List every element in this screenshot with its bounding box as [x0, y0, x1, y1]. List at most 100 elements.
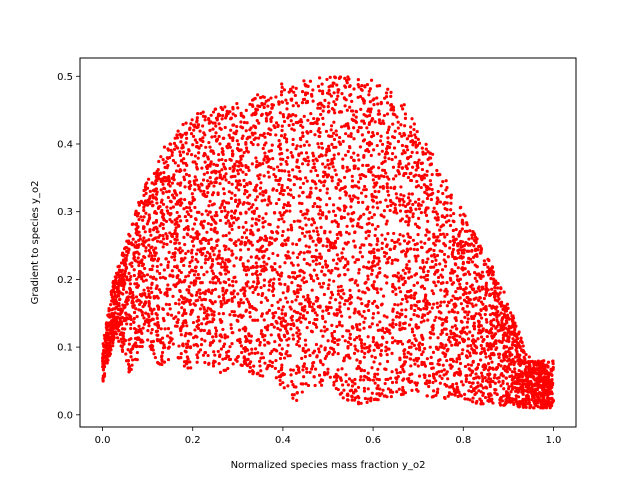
- data-point: [431, 210, 435, 214]
- data-point: [361, 139, 366, 143]
- data-point: [314, 262, 318, 266]
- data-point: [147, 292, 151, 296]
- data-point: [233, 114, 238, 118]
- data-point: [434, 393, 438, 397]
- data-point: [501, 366, 506, 371]
- data-point: [169, 148, 173, 153]
- data-point: [229, 128, 233, 132]
- data-point: [427, 379, 432, 383]
- data-point: [134, 341, 138, 345]
- data-point: [398, 209, 403, 213]
- data-point: [195, 335, 199, 339]
- data-point: [194, 269, 198, 273]
- data-point: [513, 367, 517, 371]
- data-point: [442, 373, 446, 377]
- data-point: [297, 153, 301, 157]
- data-point: [519, 336, 523, 340]
- data-point: [419, 320, 423, 324]
- data-point: [398, 233, 402, 237]
- data-point: [190, 192, 194, 196]
- data-point: [382, 314, 386, 318]
- data-point: [208, 343, 212, 347]
- data-point: [147, 304, 151, 308]
- data-point: [474, 290, 479, 294]
- data-point: [389, 90, 393, 94]
- data-point: [406, 232, 410, 236]
- data-point: [252, 280, 256, 284]
- data-point: [344, 298, 348, 303]
- data-point: [242, 200, 246, 205]
- data-point: [195, 276, 199, 280]
- data-point: [270, 364, 274, 368]
- data-point: [502, 346, 506, 350]
- data-point: [395, 371, 399, 375]
- data-point: [409, 352, 413, 356]
- data-point: [525, 394, 530, 398]
- data-point: [449, 357, 453, 362]
- data-point: [395, 311, 399, 315]
- data-point: [387, 193, 391, 197]
- data-point: [152, 257, 157, 261]
- data-point: [249, 205, 254, 209]
- data-point: [355, 358, 359, 362]
- data-point: [199, 265, 204, 269]
- data-point: [318, 101, 322, 105]
- data-point: [458, 229, 462, 234]
- data-point: [218, 281, 222, 285]
- data-point: [317, 127, 321, 131]
- data-point: [394, 380, 399, 384]
- data-point: [241, 301, 246, 305]
- data-point: [127, 278, 131, 282]
- data-point: [431, 350, 436, 355]
- data-point: [289, 327, 293, 331]
- data-point: [183, 256, 187, 260]
- data-point: [515, 382, 519, 386]
- data-point: [188, 302, 192, 306]
- data-point: [274, 358, 278, 363]
- data-point: [447, 219, 451, 223]
- data-point: [350, 99, 354, 103]
- data-point: [263, 151, 267, 155]
- data-point: [201, 178, 206, 182]
- data-point: [327, 278, 331, 282]
- data-point: [128, 234, 132, 238]
- data-point: [390, 151, 395, 156]
- data-point: [253, 347, 258, 351]
- data-point: [415, 129, 419, 134]
- data-point: [276, 300, 280, 304]
- data-point: [289, 150, 293, 155]
- data-point: [340, 367, 344, 371]
- data-point: [286, 384, 290, 388]
- data-point: [111, 281, 115, 285]
- data-point: [312, 268, 316, 272]
- data-point: [208, 280, 212, 284]
- data-point: [305, 230, 309, 234]
- data-point: [182, 280, 186, 284]
- data-point: [357, 271, 361, 275]
- data-point: [501, 324, 505, 329]
- data-point: [451, 228, 455, 233]
- data-point: [406, 202, 410, 206]
- data-point: [125, 302, 129, 306]
- data-point: [307, 348, 311, 352]
- data-point: [220, 209, 224, 214]
- data-point: [131, 237, 135, 241]
- data-point: [397, 286, 401, 290]
- data-point: [354, 115, 358, 119]
- data-point: [301, 227, 305, 231]
- data-point: [458, 242, 463, 246]
- data-point: [508, 396, 512, 400]
- data-point: [298, 219, 302, 223]
- data-point: [420, 333, 424, 337]
- data-point: [478, 289, 482, 293]
- data-point: [149, 286, 153, 290]
- data-point: [396, 238, 401, 242]
- data-point: [213, 134, 217, 139]
- data-point: [296, 284, 300, 288]
- data-point: [382, 250, 387, 255]
- data-point: [301, 181, 306, 186]
- data-point: [144, 239, 148, 243]
- data-point: [359, 214, 363, 218]
- data-point: [541, 397, 545, 401]
- data-point: [222, 280, 226, 284]
